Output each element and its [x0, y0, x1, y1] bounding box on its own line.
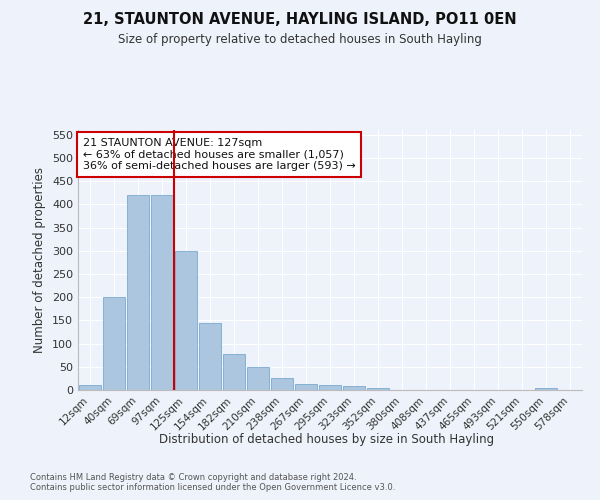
Bar: [319, 386, 341, 390]
Bar: [535, 388, 557, 390]
Bar: [367, 388, 389, 390]
Bar: [271, 378, 293, 390]
Text: 21 STAUNTON AVENUE: 127sqm
← 63% of detached houses are smaller (1,057)
36% of s: 21 STAUNTON AVENUE: 127sqm ← 63% of deta…: [83, 138, 356, 171]
Text: 21, STAUNTON AVENUE, HAYLING ISLAND, PO11 0EN: 21, STAUNTON AVENUE, HAYLING ISLAND, PO1…: [83, 12, 517, 28]
Bar: [127, 195, 149, 390]
Bar: [247, 367, 269, 390]
Bar: [103, 297, 125, 390]
Bar: [79, 386, 101, 390]
Bar: [295, 384, 317, 390]
Bar: [151, 195, 173, 390]
Bar: [199, 322, 221, 390]
Y-axis label: Number of detached properties: Number of detached properties: [34, 167, 46, 353]
Text: Contains HM Land Registry data © Crown copyright and database right 2024.
Contai: Contains HM Land Registry data © Crown c…: [30, 472, 395, 492]
Text: Distribution of detached houses by size in South Hayling: Distribution of detached houses by size …: [160, 432, 494, 446]
Bar: [343, 386, 365, 390]
Bar: [175, 250, 197, 390]
Bar: [223, 354, 245, 390]
Text: Size of property relative to detached houses in South Hayling: Size of property relative to detached ho…: [118, 32, 482, 46]
